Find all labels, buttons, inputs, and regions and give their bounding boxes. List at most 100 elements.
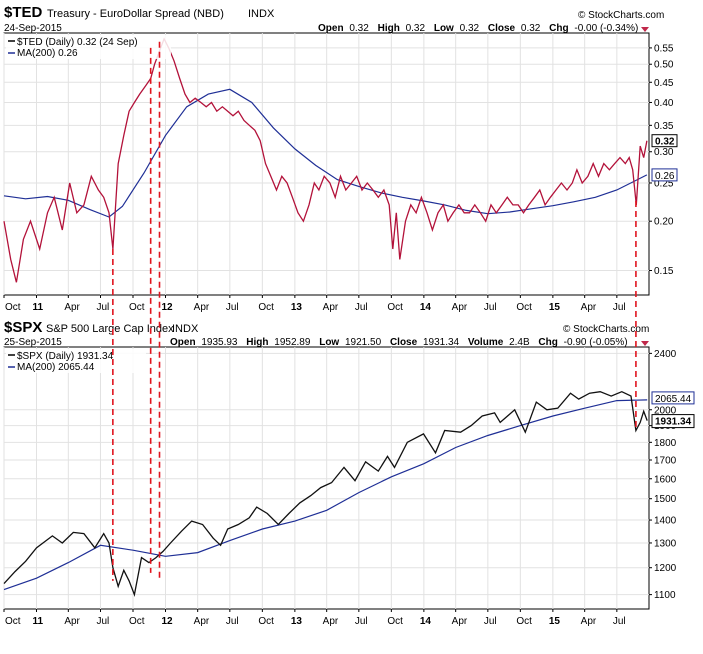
ted-y-tick-label: 0.20 bbox=[654, 217, 674, 228]
spx-open-label: Open bbox=[170, 337, 196, 348]
ted-close: 0.32 bbox=[521, 23, 541, 34]
ted-chg-label: Chg bbox=[549, 23, 568, 34]
spx-x-tick-label: Oct bbox=[5, 616, 21, 627]
ted-price-line bbox=[3, 37, 648, 283]
ted-x-tick-label: Oct bbox=[387, 302, 403, 313]
spx-brand[interactable]: © StockCharts.com bbox=[563, 324, 649, 335]
ted-ma-value-tag: 0.26 bbox=[651, 168, 678, 182]
ted-x-tick-label: Oct bbox=[516, 302, 532, 313]
ted-x-tick-label: Apr bbox=[581, 302, 597, 313]
spx-x-tick-label: Apr bbox=[581, 616, 597, 627]
ted-last-value-tag: 0.32 bbox=[651, 134, 678, 148]
spx-last-value-tag: 1931.34 bbox=[651, 414, 695, 429]
spx-x-tick-label: Jul bbox=[484, 616, 497, 627]
ted-close-label: Close bbox=[488, 23, 516, 34]
spx-high-label: High bbox=[246, 337, 268, 348]
spx-y-tick-label: 1600 bbox=[654, 474, 677, 485]
spx-grid bbox=[3, 347, 649, 609]
spx-price-line bbox=[3, 390, 648, 597]
spx-x-tick-label: Jul bbox=[96, 616, 109, 627]
ted-x-tick-label: 14 bbox=[420, 302, 432, 313]
ted-x-tick-label: Jul bbox=[484, 302, 497, 313]
spx-close: 1931.34 bbox=[423, 337, 460, 348]
ted-date: 24-Sep-2015 bbox=[4, 23, 62, 34]
spx-y-tick-label: 1500 bbox=[654, 494, 677, 505]
annotation-lines bbox=[112, 41, 637, 581]
ted-x-tick-label: Oct bbox=[258, 302, 274, 313]
spx-legend-ma: MA(200) 2065.44 bbox=[17, 362, 95, 373]
ted-y-tick-label: 0.50 bbox=[654, 60, 674, 71]
spx-y-tick-label: 1400 bbox=[654, 516, 677, 527]
spx-low: 1921.50 bbox=[345, 337, 382, 348]
spx-ma-line bbox=[3, 399, 648, 591]
ted-y-tick-label: 0.35 bbox=[654, 121, 674, 132]
spx-y-axis: 2400200019001800170016001500140013001200… bbox=[649, 349, 677, 601]
spx-x-tick-label: Jul bbox=[355, 616, 368, 627]
ted-last-value: 0.32 bbox=[655, 137, 675, 148]
ted-open: 0.32 bbox=[349, 23, 369, 34]
ted-x-tick-label: Apr bbox=[64, 302, 80, 313]
ted-y-tick-label: 0.40 bbox=[654, 98, 674, 109]
ted-name: Treasury - EuroDollar Spread (NBD) bbox=[47, 8, 224, 20]
ted-low: 0.32 bbox=[460, 23, 480, 34]
ted-y-tick-label: 0.55 bbox=[654, 43, 674, 54]
spx-volume: 2.4B bbox=[509, 337, 530, 348]
ted-x-tick-label: Apr bbox=[194, 302, 210, 313]
spx-y-tick-label: 1300 bbox=[654, 538, 677, 549]
ted-exchange: INDX bbox=[248, 8, 275, 20]
spx-x-tick-label: Apr bbox=[452, 616, 468, 627]
spx-x-tick-label: 15 bbox=[549, 616, 561, 627]
spx-symbol: $SPX bbox=[4, 319, 42, 336]
ted-legend: $TED (Daily) 0.32 (24 Sep) MA(200) 0.26 bbox=[6, 35, 171, 59]
ted-y-tick-label: 0.25 bbox=[654, 178, 674, 189]
spx-x-axis: Oct 11 Apr Jul Oct 12 Apr Jul Oct 13 Apr Jul Oct 14 Ap… bbox=[3, 609, 626, 627]
spx-y-tick-label: 1700 bbox=[654, 456, 677, 467]
spx-x-tick-label: 14 bbox=[420, 616, 432, 627]
ted-brand[interactable]: © StockCharts.com bbox=[578, 10, 664, 21]
spx-x-tick-label: Oct bbox=[129, 616, 145, 627]
spx-y-tick-label: 1200 bbox=[654, 563, 677, 574]
ted-high-label: High bbox=[378, 23, 400, 34]
spx-y-tick-label: 2400 bbox=[654, 349, 677, 360]
ted-legend-price: $TED (Daily) 0.32 (24 Sep) bbox=[17, 37, 138, 48]
spx-x-tick-label: 13 bbox=[291, 616, 303, 627]
spx-date: 25-Sep-2015 bbox=[4, 337, 62, 348]
ted-x-axis: Oct 11 Apr Jul Oct 12 Apr Jul Oct 13 Apr Jul Oct 14 Ap… bbox=[3, 295, 626, 313]
ted-x-tick-label: Apr bbox=[452, 302, 468, 313]
spx-x-tick-label: Jul bbox=[226, 616, 239, 627]
ted-symbol: $TED bbox=[4, 4, 43, 21]
ted-y-axis: 0.55 0.50 0.45 0.40 0.35 0.30 0.25 0.20 0.15 bbox=[649, 43, 674, 277]
spx-x-tick-label: Oct bbox=[387, 616, 403, 627]
ted-header: $TED Treasury - EuroDollar Spread (NBD) … bbox=[4, 4, 664, 34]
spx-y-tick-label: 1800 bbox=[654, 438, 677, 449]
spx-low-label: Low bbox=[319, 337, 339, 348]
ted-x-tick-label: Oct bbox=[5, 302, 21, 313]
ted-chg: -0.00 (-0.34%) bbox=[574, 23, 638, 34]
spx-chg: -0.90 (-0.05%) bbox=[564, 337, 628, 348]
spx-down-arrow-icon bbox=[641, 341, 649, 346]
spx-exchange: INDX bbox=[172, 323, 199, 335]
spx-y-tick-label: 1100 bbox=[654, 590, 676, 601]
ted-grid bbox=[3, 33, 649, 295]
spx-close-label: Close bbox=[390, 337, 418, 348]
spx-x-tick-label: Oct bbox=[258, 616, 274, 627]
ted-open-label: Open bbox=[318, 23, 344, 34]
spx-last-value: 1931.34 bbox=[655, 417, 692, 428]
ted-x-tick-label: Jul bbox=[226, 302, 239, 313]
ted-x-tick-label: 11 bbox=[33, 302, 44, 313]
spx-x-tick-label: 11 bbox=[33, 616, 44, 627]
ted-y-tick-label: 0.45 bbox=[654, 78, 674, 89]
spx-x-tick-label: Apr bbox=[194, 616, 210, 627]
ted-x-tick-label: 15 bbox=[549, 302, 561, 313]
spx-legend-price: $SPX (Daily) 1931.34 bbox=[17, 351, 114, 362]
spx-header: $SPX S&P 500 Large Cap Index INDX © Stoc… bbox=[4, 319, 649, 348]
ted-x-tick-label: 12 bbox=[162, 302, 174, 313]
ted-x-tick-label: Jul bbox=[613, 302, 626, 313]
ted-x-tick-label: Jul bbox=[96, 302, 109, 313]
ted-x-tick-label: Jul bbox=[355, 302, 368, 313]
svg-text:Open 1935.93 High: Open 1935.93 High 1952.89 Low 1921.50 Cl… bbox=[170, 337, 628, 348]
spx-ma-value-tag: 2065.44 bbox=[651, 391, 695, 405]
ted-high: 0.32 bbox=[406, 23, 426, 34]
spx-name: S&P 500 Large Cap Index bbox=[46, 323, 174, 335]
